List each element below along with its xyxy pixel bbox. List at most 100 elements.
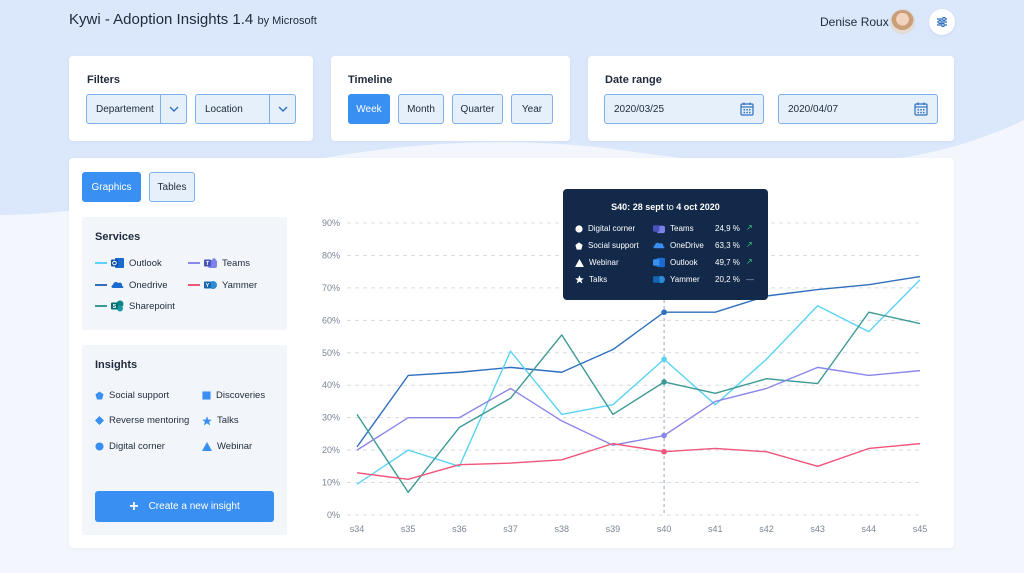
insight-label: Webinar <box>217 441 253 452</box>
square-icon <box>202 391 211 400</box>
legend-item-outlook[interactable]: Outlook <box>95 257 162 269</box>
timeline-quarter-button[interactable]: Quarter <box>452 94 503 124</box>
star-icon <box>202 415 212 425</box>
tooltip-insight-label: Digital corner <box>588 224 636 233</box>
create-insight-button[interactable]: + Create a new insight <box>95 491 274 522</box>
insight-item-reverse-mentoring[interactable]: Reverse mentoring <box>95 415 189 426</box>
x-tick-label: s35 <box>401 524 416 534</box>
series-line-teams <box>356 366 921 451</box>
app-title: Kywi - Adoption Insights 1.4 by Microsof… <box>69 11 317 28</box>
insight-label: Digital corner <box>109 441 165 452</box>
triangle-icon <box>575 258 584 267</box>
x-tick-label: s44 <box>862 524 877 534</box>
star-icon <box>575 275 584 284</box>
y-tick-label: 0% <box>327 510 340 520</box>
tooltip-value-outlook: 49,7 % <box>715 258 740 267</box>
y-tick-label: 10% <box>322 478 340 488</box>
tooltip-insight-label: Webinar <box>589 258 619 267</box>
trend-flat-icon: — <box>746 275 754 284</box>
tooltip-week: S40: <box>611 202 631 212</box>
x-tick-label: s43 <box>810 524 825 534</box>
app-title-text: Kywi - Adoption Insights 1.4 <box>69 11 254 28</box>
insights-title: Insights <box>95 359 138 371</box>
x-tick-label: s41 <box>708 524 723 534</box>
start-date-field[interactable]: 2020/03/25 <box>604 94 764 124</box>
tooltip-insight-digital-corner: Digital corner <box>575 224 635 233</box>
location-select[interactable]: Location <box>195 94 296 124</box>
trend-up-icon: ↗ <box>746 240 753 249</box>
triangle-icon <box>202 442 212 451</box>
pentagon-icon <box>575 241 583 250</box>
timeline-week-button[interactable]: Week <box>348 94 390 124</box>
tooltip-to: 4 oct 2020 <box>676 202 720 212</box>
tooltip-title: S40: 28 sept to 4 oct 2020 <box>563 202 768 212</box>
insight-item-social-support[interactable]: Social support <box>95 390 169 401</box>
data-point-onedrive <box>661 309 667 316</box>
insight-label: Social support <box>109 390 170 401</box>
tooltip-service-teams: Teams <box>653 223 694 234</box>
trend-up-icon: ↗ <box>746 257 753 266</box>
x-tick-label: s39 <box>606 524 621 534</box>
create-insight-label: Create a new insight <box>148 501 240 512</box>
legend-item-yammer[interactable]: Y Yammer <box>188 279 257 291</box>
chevron-down-icon <box>269 95 295 123</box>
legend-label: Sharepoint <box>129 300 175 312</box>
pentagon-icon <box>95 391 104 400</box>
legend-line <box>188 284 200 286</box>
tooltip-insight-social-support: Social support <box>575 241 639 250</box>
date-range-card: Date range 2020/03/25 2020/04/07 <box>588 56 954 141</box>
y-tick-label: 60% <box>322 315 340 325</box>
insight-item-discoveries[interactable]: Discoveries <box>202 390 265 401</box>
timeline-month-button[interactable]: Month <box>398 94 444 124</box>
x-tick-label: s45 <box>913 524 928 534</box>
legend-item-sharepoint[interactable]: S Sharepoint <box>95 300 175 312</box>
circle-icon <box>95 442 104 451</box>
insight-item-webinar[interactable]: Webinar <box>202 441 252 452</box>
tooltip-from: 28 sept <box>632 202 664 212</box>
sharepoint-icon: S <box>111 300 124 312</box>
outlook-icon <box>653 257 665 268</box>
teams-icon <box>653 225 665 234</box>
legend-item-teams[interactable]: T Teams <box>188 257 250 269</box>
x-tick-label: s42 <box>759 524 774 534</box>
insight-label: Reverse mentoring <box>109 415 190 426</box>
tooltip-insight-talks: Talks <box>575 275 607 284</box>
tooltip-service-yammer: Yammer <box>653 274 700 285</box>
y-tick-label: 30% <box>322 413 340 423</box>
tooltip-service-label: Yammer <box>670 275 700 284</box>
yammer-icon <box>653 275 665 284</box>
y-tick-label: 70% <box>322 283 340 293</box>
department-select[interactable]: Departement <box>86 94 187 124</box>
user-name: Denise Roux <box>820 15 889 29</box>
tooltip-value-onedrive: 63,3 % <box>715 241 740 250</box>
x-tick-label: s40 <box>657 524 672 534</box>
onedrive-icon <box>653 242 665 249</box>
series-line-outlook <box>356 279 921 485</box>
legend-label: Outlook <box>129 257 162 269</box>
insight-label: Talks <box>217 415 239 426</box>
timeline-card: Timeline Week Month Quarter Year <box>331 56 570 141</box>
avatar[interactable] <box>890 9 915 34</box>
trend-up-icon: ↗ <box>746 223 753 232</box>
svg-text:T: T <box>206 261 210 267</box>
calendar-icon <box>914 102 928 116</box>
legend-line <box>95 284 107 286</box>
settings-button[interactable] <box>929 9 955 35</box>
end-date-field[interactable]: 2020/04/07 <box>778 94 938 124</box>
insight-item-talks[interactable]: Talks <box>202 415 239 426</box>
insight-item-digital-corner[interactable]: Digital corner <box>95 441 165 452</box>
timeline-year-button[interactable]: Year <box>511 94 553 124</box>
y-tick-label: 90% <box>322 218 340 228</box>
y-tick-label: 20% <box>322 445 340 455</box>
app-title-by: by Microsoft <box>257 15 317 27</box>
tooltip-service-label: Teams <box>670 224 694 233</box>
line-chart: 0% 10% 20% 30% 40% 50% 60% 70% 80% 90% s34 s35 s36 s3… <box>322 218 928 534</box>
legend-item-onedrive[interactable]: Onedrive <box>95 279 168 291</box>
tooltip-service-label: OneDrive <box>670 241 704 250</box>
tooltip-insight-label: Talks <box>589 275 608 284</box>
tab-tables[interactable]: Tables <box>149 172 195 202</box>
tooltip-value-teams: 24,9 % <box>715 224 740 233</box>
data-point-teams <box>661 432 667 439</box>
tab-graphics[interactable]: Graphics <box>82 172 141 202</box>
series-line-yammer <box>356 442 921 481</box>
